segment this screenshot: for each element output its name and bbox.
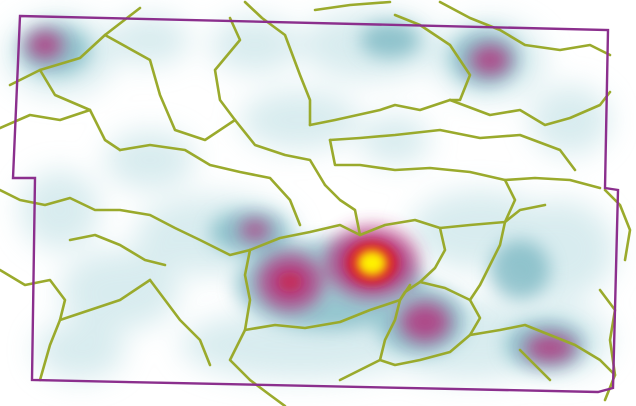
boundary-line xyxy=(148,278,212,367)
boundary-line xyxy=(393,13,472,102)
boundary-line xyxy=(323,183,362,237)
density-blob xyxy=(400,302,450,342)
boundary-line xyxy=(58,278,152,322)
boundary-line xyxy=(0,188,252,257)
boundary-line xyxy=(378,298,472,367)
boundary-line xyxy=(598,288,617,402)
boundary-line xyxy=(328,128,577,172)
boundary-line xyxy=(243,0,312,127)
boundary-line xyxy=(518,348,552,382)
density-blob xyxy=(60,250,180,330)
boundary-line xyxy=(308,98,452,127)
density-blob xyxy=(35,320,125,380)
boundary-line xyxy=(603,188,632,262)
density-blob xyxy=(490,240,550,300)
boundary-line xyxy=(468,220,507,302)
density-blob xyxy=(240,90,360,150)
boundary-line xyxy=(468,323,617,377)
boundary-line xyxy=(328,138,602,190)
density-blob xyxy=(530,85,610,155)
boundary-line xyxy=(103,33,237,142)
boundary-line xyxy=(338,358,382,382)
boundary-line xyxy=(213,16,242,122)
boundary-line xyxy=(233,118,327,187)
density-layer-peak xyxy=(357,250,387,276)
density-blob xyxy=(357,250,387,276)
boundary-line xyxy=(313,0,392,12)
boundary-line xyxy=(0,268,67,382)
density-blob xyxy=(360,22,420,58)
boundary-line xyxy=(118,143,302,227)
boundary-line xyxy=(448,90,612,127)
density-blob xyxy=(278,272,302,292)
density-blob xyxy=(27,31,63,59)
boundary-line xyxy=(438,0,612,57)
boundary-line xyxy=(8,6,142,87)
density-blob xyxy=(210,17,300,73)
boundary-line xyxy=(68,233,167,267)
density-blob xyxy=(240,220,270,240)
study-area-boundary xyxy=(11,14,620,394)
density-blob xyxy=(360,115,430,165)
boundary-line xyxy=(398,226,447,302)
boundary-line xyxy=(228,248,252,382)
density-blob xyxy=(525,334,575,362)
boundary-line xyxy=(503,178,517,224)
boundary-line xyxy=(248,203,547,252)
density-blob xyxy=(20,170,100,250)
density-blob xyxy=(105,130,195,190)
density-blob xyxy=(470,45,510,75)
density-blob xyxy=(110,15,190,65)
